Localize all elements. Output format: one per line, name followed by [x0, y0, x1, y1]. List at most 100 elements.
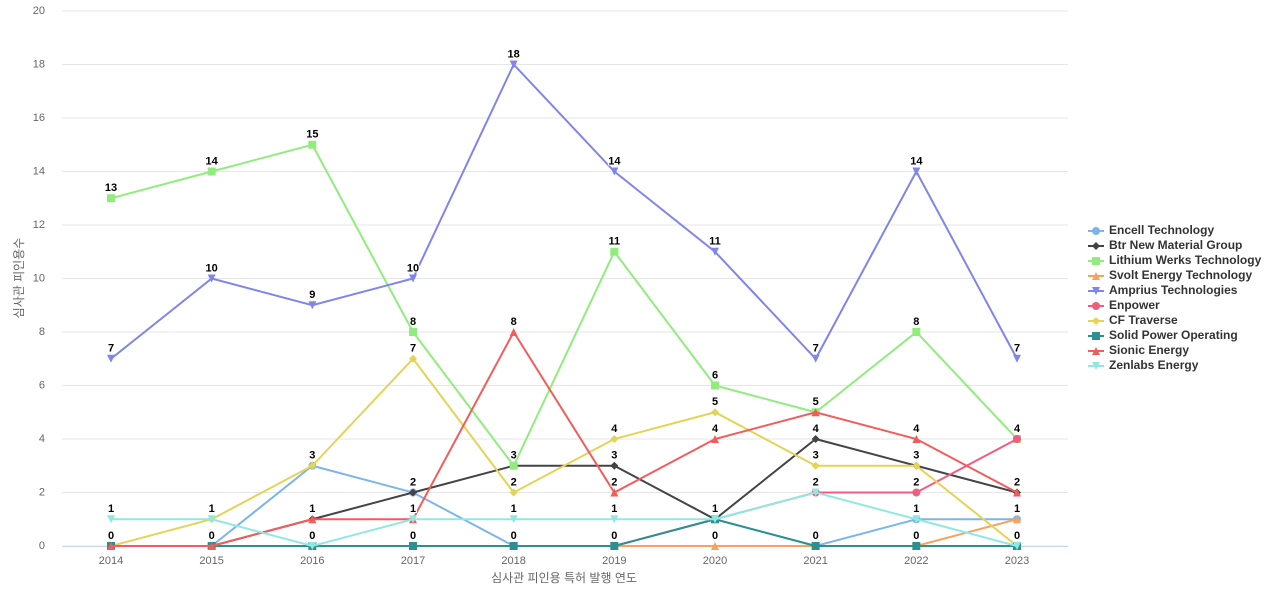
data-label: 4: [913, 423, 920, 435]
data-label: 7: [108, 343, 114, 355]
y-tick-label: 20: [33, 5, 45, 17]
series-line: [111, 491, 1018, 548]
marker: [409, 515, 417, 524]
marker: [509, 542, 518, 550]
data-label: 14: [206, 155, 219, 167]
marker: [1013, 435, 1021, 443]
marker: [1092, 302, 1100, 310]
marker: [912, 435, 921, 443]
data-label: 1: [511, 503, 517, 515]
marker: [711, 515, 719, 524]
data-label: 2: [410, 476, 416, 488]
legend-item: Amprius Technologies: [1088, 283, 1238, 297]
series-line: [111, 518, 1017, 547]
data-label: 10: [206, 262, 218, 274]
marker: [1013, 488, 1021, 497]
marker: [610, 461, 619, 470]
series-line: [110, 143, 1018, 468]
marker: [912, 167, 921, 176]
data-label: 0: [309, 530, 315, 542]
legend-label: Encell Technology: [1109, 223, 1214, 237]
marker: [308, 515, 317, 524]
data-label: 0: [712, 530, 718, 542]
data-label: 2: [511, 476, 517, 488]
x-axis-title: 심사관 피인용 특허 발행 연도: [491, 570, 637, 585]
marker: [610, 435, 619, 443]
data-label: 1: [1014, 503, 1020, 515]
marker: [711, 408, 719, 417]
marker: [811, 435, 820, 443]
y-tick-label: 8: [39, 326, 45, 338]
marker: [409, 328, 417, 336]
x-tick-label: 2015: [199, 555, 223, 567]
data-label: 3: [309, 450, 315, 462]
series: [107, 60, 1021, 363]
y-tick-label: 10: [33, 272, 45, 284]
y-tick-label: 0: [39, 540, 45, 552]
legend-label: Sionic Energy: [1109, 343, 1189, 357]
marker: [1092, 332, 1100, 340]
data-label: 9: [309, 289, 315, 301]
data-label: 1: [410, 503, 416, 515]
legend-label: Solid Power Operating: [1109, 328, 1238, 342]
legend-item: Sionic Energy: [1088, 343, 1189, 357]
data-label: 13: [105, 182, 117, 194]
legend-item: Solid Power Operating: [1088, 328, 1238, 342]
x-tick-label: 2016: [300, 555, 324, 567]
data-label: 4: [1014, 423, 1021, 435]
marker: [1013, 542, 1021, 550]
marker: [1092, 257, 1100, 265]
legend-item: Btr New Material Group: [1088, 238, 1242, 252]
marker: [308, 542, 317, 550]
legend-item: CF Traverse: [1088, 313, 1178, 327]
y-tick-label: 14: [33, 165, 45, 177]
y-tick-label: 12: [33, 219, 45, 231]
data-label: 8: [410, 316, 416, 328]
marker: [610, 247, 619, 256]
marker: [1092, 362, 1100, 370]
marker: [308, 461, 317, 470]
marker: [912, 328, 921, 336]
data-label: 1: [108, 503, 114, 515]
data-label: 0: [913, 530, 919, 542]
marker: [811, 408, 820, 417]
data-label: 0: [511, 530, 517, 542]
data-label: 8: [511, 316, 517, 328]
data-label: 10: [407, 262, 419, 274]
data-label: 4: [813, 423, 820, 435]
marker: [912, 515, 921, 524]
data-label: 14: [608, 155, 621, 167]
x-tick-label: 2014: [99, 555, 123, 567]
marker: [207, 274, 216, 283]
data-label: 11: [609, 236, 621, 248]
legend-label: Btr New Material Group: [1109, 238, 1242, 252]
marker: [107, 354, 115, 363]
marker: [107, 542, 115, 550]
data-label: 3: [813, 450, 819, 462]
y-tick-label: 16: [33, 112, 45, 124]
marker: [811, 488, 820, 497]
data-label: 5: [712, 396, 718, 408]
data-label: 0: [813, 530, 819, 542]
marker: [1092, 317, 1100, 325]
marker: [610, 167, 619, 176]
marker: [509, 488, 518, 497]
legend-label: Svolt Energy Technology: [1109, 268, 1252, 282]
legend-item: Enpower: [1088, 298, 1160, 312]
data-label: 1: [913, 503, 919, 515]
marker: [308, 301, 317, 310]
marker: [711, 381, 719, 390]
marker: [711, 542, 719, 550]
data-label: 7: [1014, 343, 1020, 355]
data-label: 2: [913, 476, 919, 488]
series-line: [111, 464, 1017, 548]
marker: [509, 515, 518, 524]
marker: [107, 515, 115, 524]
legend-label: Amprius Technologies: [1109, 283, 1238, 297]
marker: [308, 140, 317, 149]
series-line: [111, 518, 1018, 547]
data-label: 0: [410, 530, 416, 542]
legend-label: Lithium Werks Technology: [1109, 253, 1262, 267]
marker: [610, 542, 619, 550]
